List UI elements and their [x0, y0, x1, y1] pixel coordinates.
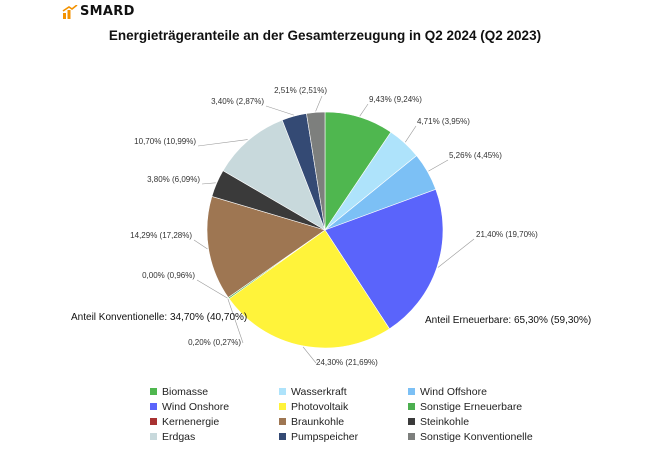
pie-slice-wind-onshore [324, 188, 444, 330]
legend-item-biomasse: Biomasse [150, 385, 279, 398]
smard-logo-text: SMARD [80, 4, 135, 19]
leader-line-sonstige-erneuerbare [227, 298, 244, 344]
legend-swatch [408, 433, 415, 440]
legend-label: Steinkohle [420, 415, 470, 428]
pie-slice-braunkohle [206, 196, 326, 298]
legend-item-sonstige-erneuerbare: Sonstige Erneuerbare [408, 400, 558, 413]
leader-line-wasserkraft [405, 125, 417, 143]
group-label-konventionelle: Anteil Konventionelle: 34,70% (40,70%) [71, 312, 247, 323]
chart-legend: Biomasse Wasserkraft Wind Offshore Wind Ons… [150, 385, 558, 443]
legend-swatch [408, 418, 415, 425]
legend-item-photovoltaik: Photovoltaik [279, 400, 408, 413]
legend-swatch [408, 403, 415, 410]
legend-swatch [150, 388, 157, 395]
legend-label: Wasserkraft [291, 385, 347, 398]
legend-swatch [150, 403, 157, 410]
pie-slice-sonstige-konventionelle [306, 111, 326, 231]
leader-line-wind-onshore [437, 238, 475, 268]
legend-label: Biomasse [162, 385, 209, 398]
data-label-kernenergie: 0,00% (0,96%) [142, 271, 195, 280]
legend-swatch [408, 388, 415, 395]
leader-line-steinkohle [201, 182, 216, 185]
legend-label: Braunkohle [291, 415, 345, 428]
chart-title: Energieträgeranteile an der Gesamterzeug… [108, 28, 542, 43]
group-label-erneuerbare: Anteil Erneuerbare: 65,30% (59,30%) [425, 315, 591, 326]
legend-item-sonstige-konventionelle: Sonstige Konventionelle [408, 430, 558, 443]
data-label-sonstige-konventionelle: 2,51% (2,51%) [274, 86, 327, 95]
data-label-sonstige-erneuerbare: 0,20% (0,27%) [188, 338, 241, 347]
data-label-pumpspeicher: 3,40% (2,87%) [211, 97, 264, 106]
legend-swatch [279, 433, 286, 440]
pie-slice-erdgas [222, 119, 326, 231]
legend-item-kernenergie: Kernenergie [150, 415, 279, 428]
legend-label: Wind Offshore [420, 385, 487, 398]
legend-swatch [150, 418, 157, 425]
leader-line-erdgas [197, 139, 248, 147]
legend-label: Kernenergie [162, 415, 220, 428]
legend-item-erdgas: Erdgas [150, 430, 279, 443]
data-label-erdgas: 10,70% (10,99%) [134, 137, 196, 146]
legend-label: Sonstige Konventionelle [420, 430, 533, 443]
data-label-photovoltaik: 24,30% (21,69%) [316, 358, 378, 367]
legend-label: Sonstige Erneuerbare [420, 400, 523, 413]
data-label-braunkohle: 14,29% (17,28%) [130, 231, 192, 240]
legend-label: Photovoltaik [291, 400, 349, 413]
smard-logo: SMARD [62, 4, 135, 19]
leader-line-braunkohle [193, 239, 208, 250]
legend-swatch [279, 418, 286, 425]
legend-label: Erdgas [162, 430, 196, 443]
pie-slice-photovoltaik [228, 229, 390, 349]
legend-item-steinkohle: Steinkohle [408, 415, 558, 428]
legend-item-braunkohle: Braunkohle [279, 415, 408, 428]
legend-item-wind-offshore: Wind Offshore [408, 385, 558, 398]
data-label-wind-onshore: 21,40% (19,70%) [476, 230, 538, 239]
data-label-wind-offshore: 5,26% (4,45%) [449, 151, 502, 160]
legend-swatch [279, 403, 286, 410]
leader-line-wind-offshore [428, 159, 449, 172]
legend-label: Wind Onshore [162, 400, 230, 413]
leader-line-kernenergie [196, 279, 228, 299]
smard-logo-icon [62, 4, 78, 19]
data-label-wasserkraft: 4,71% (3,95%) [417, 117, 470, 126]
leader-line-photovoltaik [302, 346, 317, 364]
legend-item-wasserkraft: Wasserkraft [279, 385, 408, 398]
leader-line-pumpspeicher [265, 105, 294, 116]
legend-label: Pumpspeicher [291, 430, 359, 443]
data-label-steinkohle: 3,80% (6,09%) [147, 175, 200, 184]
legend-swatch [150, 433, 157, 440]
legend-swatch [279, 388, 286, 395]
leader-line-biomasse [359, 103, 369, 117]
legend-item-wind-onshore: Wind Onshore [150, 400, 279, 413]
data-label-biomasse: 9,43% (9,24%) [369, 95, 422, 104]
leader-line-sonstige-konventionelle [315, 95, 323, 112]
legend-item-pumpspeicher: Pumpspeicher [279, 430, 408, 443]
